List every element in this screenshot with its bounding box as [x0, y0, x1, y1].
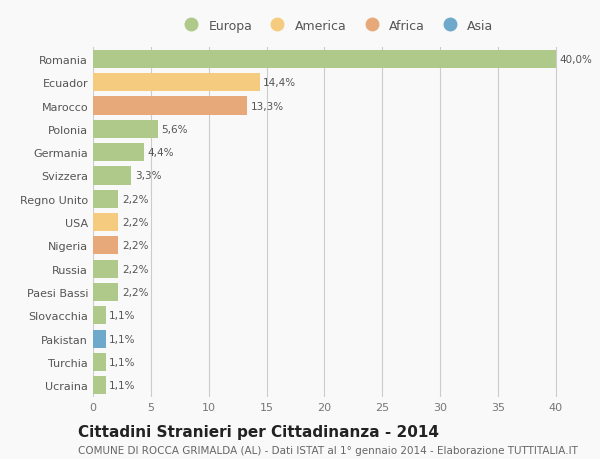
Text: 40,0%: 40,0%: [559, 55, 592, 65]
Bar: [93, 376, 106, 394]
Bar: [93, 330, 106, 348]
Text: 1,1%: 1,1%: [109, 334, 136, 344]
Bar: [93, 51, 556, 69]
Bar: [93, 307, 106, 325]
Bar: [93, 167, 131, 185]
Bar: [93, 237, 118, 255]
Text: 1,1%: 1,1%: [109, 381, 136, 391]
Text: 1,1%: 1,1%: [109, 357, 136, 367]
Bar: [93, 74, 260, 92]
Bar: [93, 353, 106, 371]
Text: 5,6%: 5,6%: [161, 124, 188, 134]
Bar: [93, 144, 144, 162]
Text: COMUNE DI ROCCA GRIMALDA (AL) - Dati ISTAT al 1° gennaio 2014 - Elaborazione TUT: COMUNE DI ROCCA GRIMALDA (AL) - Dati IST…: [78, 445, 578, 455]
Text: 2,2%: 2,2%: [122, 287, 148, 297]
Text: 2,2%: 2,2%: [122, 218, 148, 228]
Text: Cittadini Stranieri per Cittadinanza - 2014: Cittadini Stranieri per Cittadinanza - 2…: [78, 424, 439, 439]
Bar: [93, 213, 118, 232]
Text: 2,2%: 2,2%: [122, 241, 148, 251]
Bar: [93, 121, 158, 139]
Text: 1,1%: 1,1%: [109, 311, 136, 321]
Text: 2,2%: 2,2%: [122, 194, 148, 204]
Text: 13,3%: 13,3%: [250, 101, 283, 112]
Bar: [93, 97, 247, 115]
Text: 2,2%: 2,2%: [122, 264, 148, 274]
Text: 14,4%: 14,4%: [263, 78, 296, 88]
Bar: [93, 260, 118, 278]
Bar: [93, 190, 118, 208]
Legend: Europa, America, Africa, Asia: Europa, America, Africa, Asia: [178, 20, 494, 33]
Text: 4,4%: 4,4%: [148, 148, 174, 158]
Text: 3,3%: 3,3%: [134, 171, 161, 181]
Bar: [93, 283, 118, 302]
